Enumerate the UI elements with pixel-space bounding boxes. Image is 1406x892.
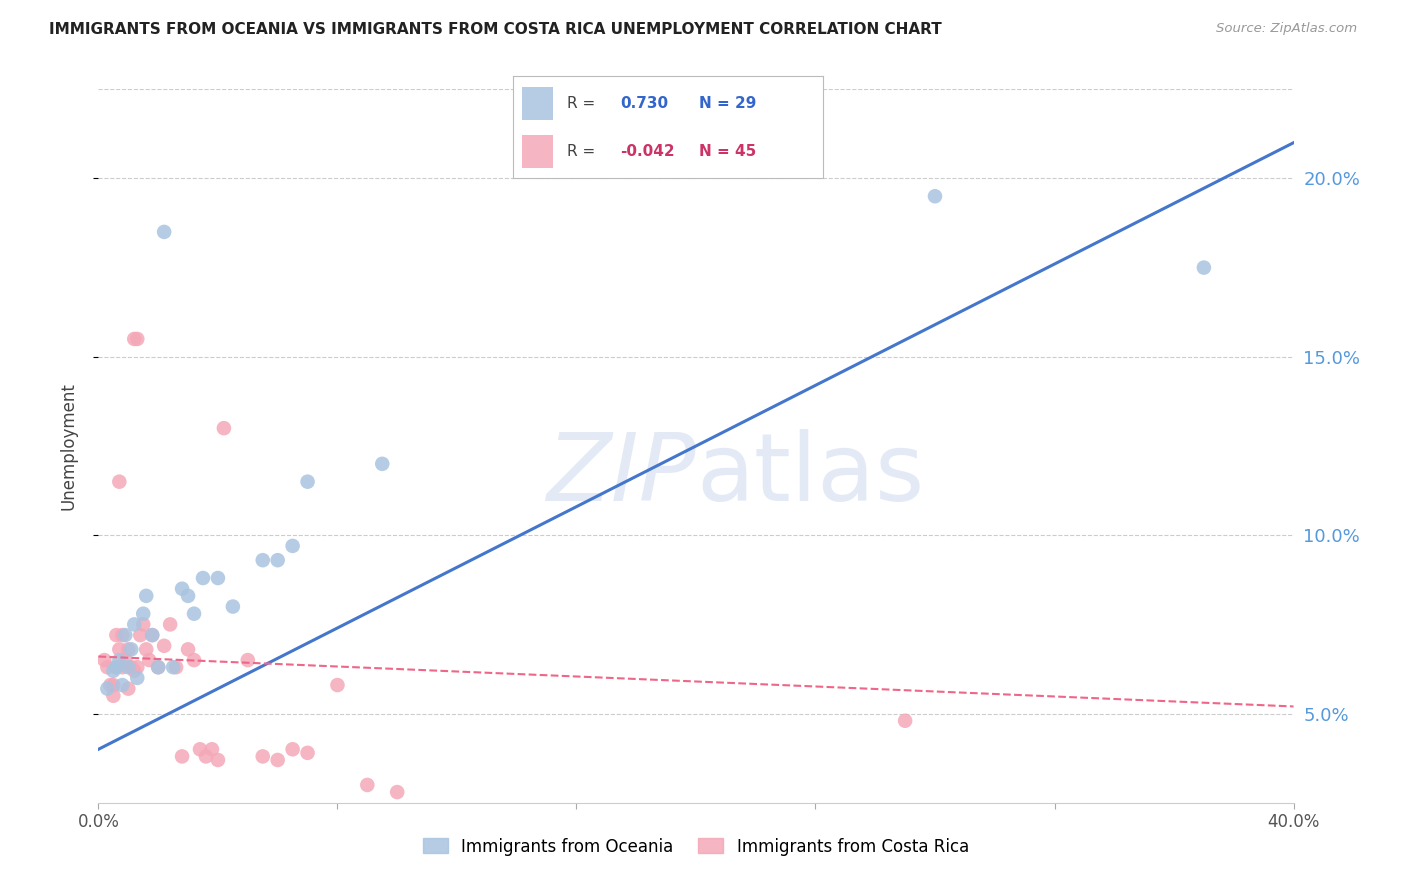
Point xyxy=(153,225,176,239)
Point xyxy=(1192,260,1215,275)
Point xyxy=(120,660,142,674)
Point xyxy=(177,642,200,657)
Point xyxy=(132,607,155,621)
Point xyxy=(371,457,394,471)
Point xyxy=(105,660,128,674)
Text: R =: R = xyxy=(567,145,596,160)
Point xyxy=(356,778,378,792)
Point xyxy=(267,753,290,767)
Point xyxy=(129,628,152,642)
Point xyxy=(212,421,235,435)
Point xyxy=(103,664,125,678)
Point xyxy=(124,332,146,346)
Point xyxy=(159,617,181,632)
FancyBboxPatch shape xyxy=(523,136,554,168)
Point xyxy=(96,660,118,674)
Point xyxy=(183,607,205,621)
Point xyxy=(103,678,125,692)
Point xyxy=(141,628,163,642)
Point xyxy=(236,653,259,667)
Point xyxy=(135,589,157,603)
Point xyxy=(114,628,136,642)
Point xyxy=(924,189,946,203)
Point xyxy=(117,660,139,674)
Point xyxy=(222,599,245,614)
Point xyxy=(148,660,170,674)
Point xyxy=(153,639,176,653)
Point xyxy=(111,678,134,692)
Point xyxy=(207,571,229,585)
Text: -0.042: -0.042 xyxy=(620,145,675,160)
Point xyxy=(111,660,134,674)
Point xyxy=(127,671,149,685)
Point xyxy=(114,653,136,667)
Point xyxy=(132,617,155,632)
Text: N = 29: N = 29 xyxy=(699,96,756,111)
Text: R =: R = xyxy=(567,96,596,111)
Point xyxy=(124,664,146,678)
Point xyxy=(165,660,187,674)
Point xyxy=(127,660,149,674)
Point xyxy=(98,678,122,692)
Point xyxy=(252,553,274,567)
Point xyxy=(105,660,128,674)
Point xyxy=(188,742,211,756)
Point xyxy=(172,749,194,764)
Point xyxy=(183,653,205,667)
Point xyxy=(108,475,131,489)
Point xyxy=(207,753,229,767)
Point xyxy=(201,742,224,756)
Legend: Immigrants from Oceania, Immigrants from Costa Rica: Immigrants from Oceania, Immigrants from… xyxy=(416,831,976,863)
Point xyxy=(96,681,118,696)
Point xyxy=(120,642,142,657)
Point xyxy=(103,689,125,703)
Point xyxy=(108,642,131,657)
Point xyxy=(127,332,149,346)
Point xyxy=(297,746,319,760)
Text: 0.730: 0.730 xyxy=(620,96,668,111)
Point xyxy=(385,785,409,799)
Text: Source: ZipAtlas.com: Source: ZipAtlas.com xyxy=(1216,22,1357,36)
Point xyxy=(148,660,170,674)
Point xyxy=(177,589,200,603)
Point xyxy=(138,653,160,667)
Point xyxy=(141,628,163,642)
Point xyxy=(326,678,349,692)
Point xyxy=(105,628,128,642)
Point xyxy=(191,571,214,585)
Point xyxy=(117,681,139,696)
Point xyxy=(135,642,157,657)
Point xyxy=(108,653,131,667)
Y-axis label: Unemployment: Unemployment xyxy=(59,382,77,510)
Point xyxy=(124,617,146,632)
Point xyxy=(172,582,194,596)
Point xyxy=(894,714,917,728)
Point xyxy=(195,749,218,764)
FancyBboxPatch shape xyxy=(523,87,554,120)
Text: ZIP: ZIP xyxy=(547,429,696,520)
Point xyxy=(162,660,184,674)
Text: atlas: atlas xyxy=(696,428,924,521)
Point xyxy=(117,642,139,657)
Point xyxy=(93,653,115,667)
Text: IMMIGRANTS FROM OCEANIA VS IMMIGRANTS FROM COSTA RICA UNEMPLOYMENT CORRELATION C: IMMIGRANTS FROM OCEANIA VS IMMIGRANTS FR… xyxy=(49,22,942,37)
Point xyxy=(267,553,290,567)
Text: N = 45: N = 45 xyxy=(699,145,756,160)
Point xyxy=(297,475,319,489)
Point xyxy=(281,742,304,756)
Point xyxy=(281,539,304,553)
Point xyxy=(111,628,134,642)
Point xyxy=(252,749,274,764)
